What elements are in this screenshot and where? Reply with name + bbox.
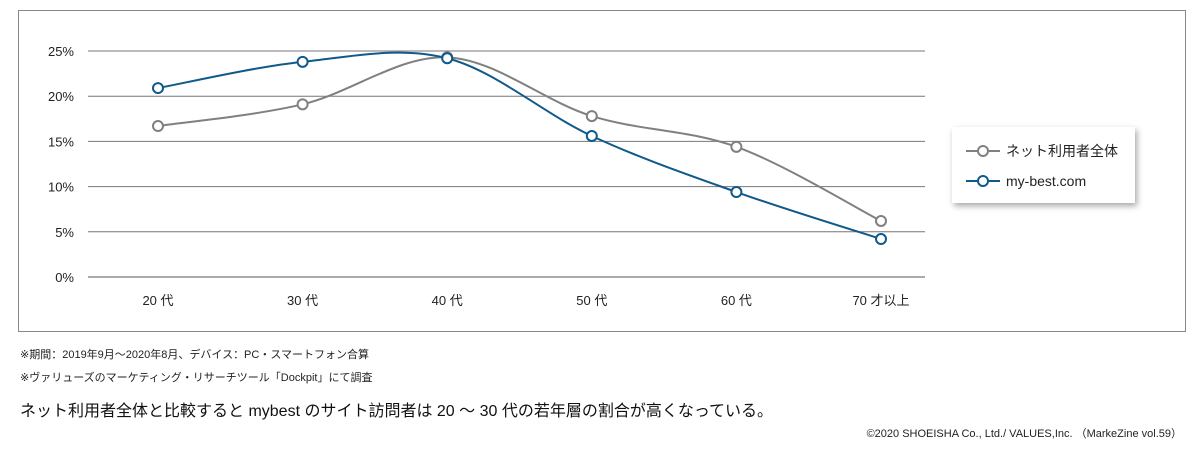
data-point [730, 186, 743, 199]
y-tick-label: 5% [55, 225, 74, 240]
legend-marker-icon [966, 175, 1000, 187]
chart-frame [18, 10, 1186, 332]
y-tick-label: 0% [55, 270, 74, 285]
data-point [875, 214, 887, 227]
x-tick-label: 40 代 [432, 293, 463, 308]
x-tick-label: 60 代 [721, 293, 752, 308]
note-source: ※ヴァリューズのマーケティング・リサーチツール「Dockpit」にて調査 [20, 372, 373, 384]
data-point [585, 110, 598, 123]
data-point [296, 98, 309, 111]
x-tick-label: 20 代 [142, 293, 173, 308]
legend-label: ネット利用者全体 [1006, 143, 1118, 159]
legend-item-all: ネット利用者全体 [966, 141, 1118, 161]
y-tick-label: 20% [48, 89, 74, 104]
legend: ネット利用者全体 my-best.com [952, 127, 1135, 203]
legend-label: my-best.com [1006, 173, 1087, 189]
legend-marker-icon [966, 145, 1000, 157]
y-tick-label: 10% [48, 180, 74, 195]
data-point [296, 55, 309, 68]
data-point [730, 140, 743, 153]
caption: ネット利用者全体と比較すると mybest のサイト訪問者は 20 ～ 30 代… [20, 403, 774, 420]
note-period: ※期間：2019年9月～2020年8月、デバイス：PC・スマートフォン合算 [20, 349, 370, 361]
x-tick-label: 30 代 [287, 293, 318, 308]
credit: ©2020 SHOEISHA Co., Ltd./ VALUES,Inc. （M… [866, 428, 1182, 440]
data-point [441, 52, 454, 65]
series-line [157, 56, 882, 222]
series-line [157, 51, 882, 240]
y-tick-label: 15% [48, 134, 74, 149]
y-tick-label: 25% [48, 44, 74, 59]
legend-item-mybest: my-best.com [966, 173, 1086, 189]
x-tick-label: 50 代 [576, 293, 607, 308]
data-point [585, 129, 598, 142]
data-point [875, 233, 887, 246]
x-tick-label: 70 才以上 [852, 293, 909, 308]
line-chart: 0% 5% 10% 15% 20% 25% 20 代 30 代 40 代 50 代 60 代 70 才… [48, 44, 925, 308]
data-point [152, 82, 164, 95]
data-point [152, 120, 164, 133]
